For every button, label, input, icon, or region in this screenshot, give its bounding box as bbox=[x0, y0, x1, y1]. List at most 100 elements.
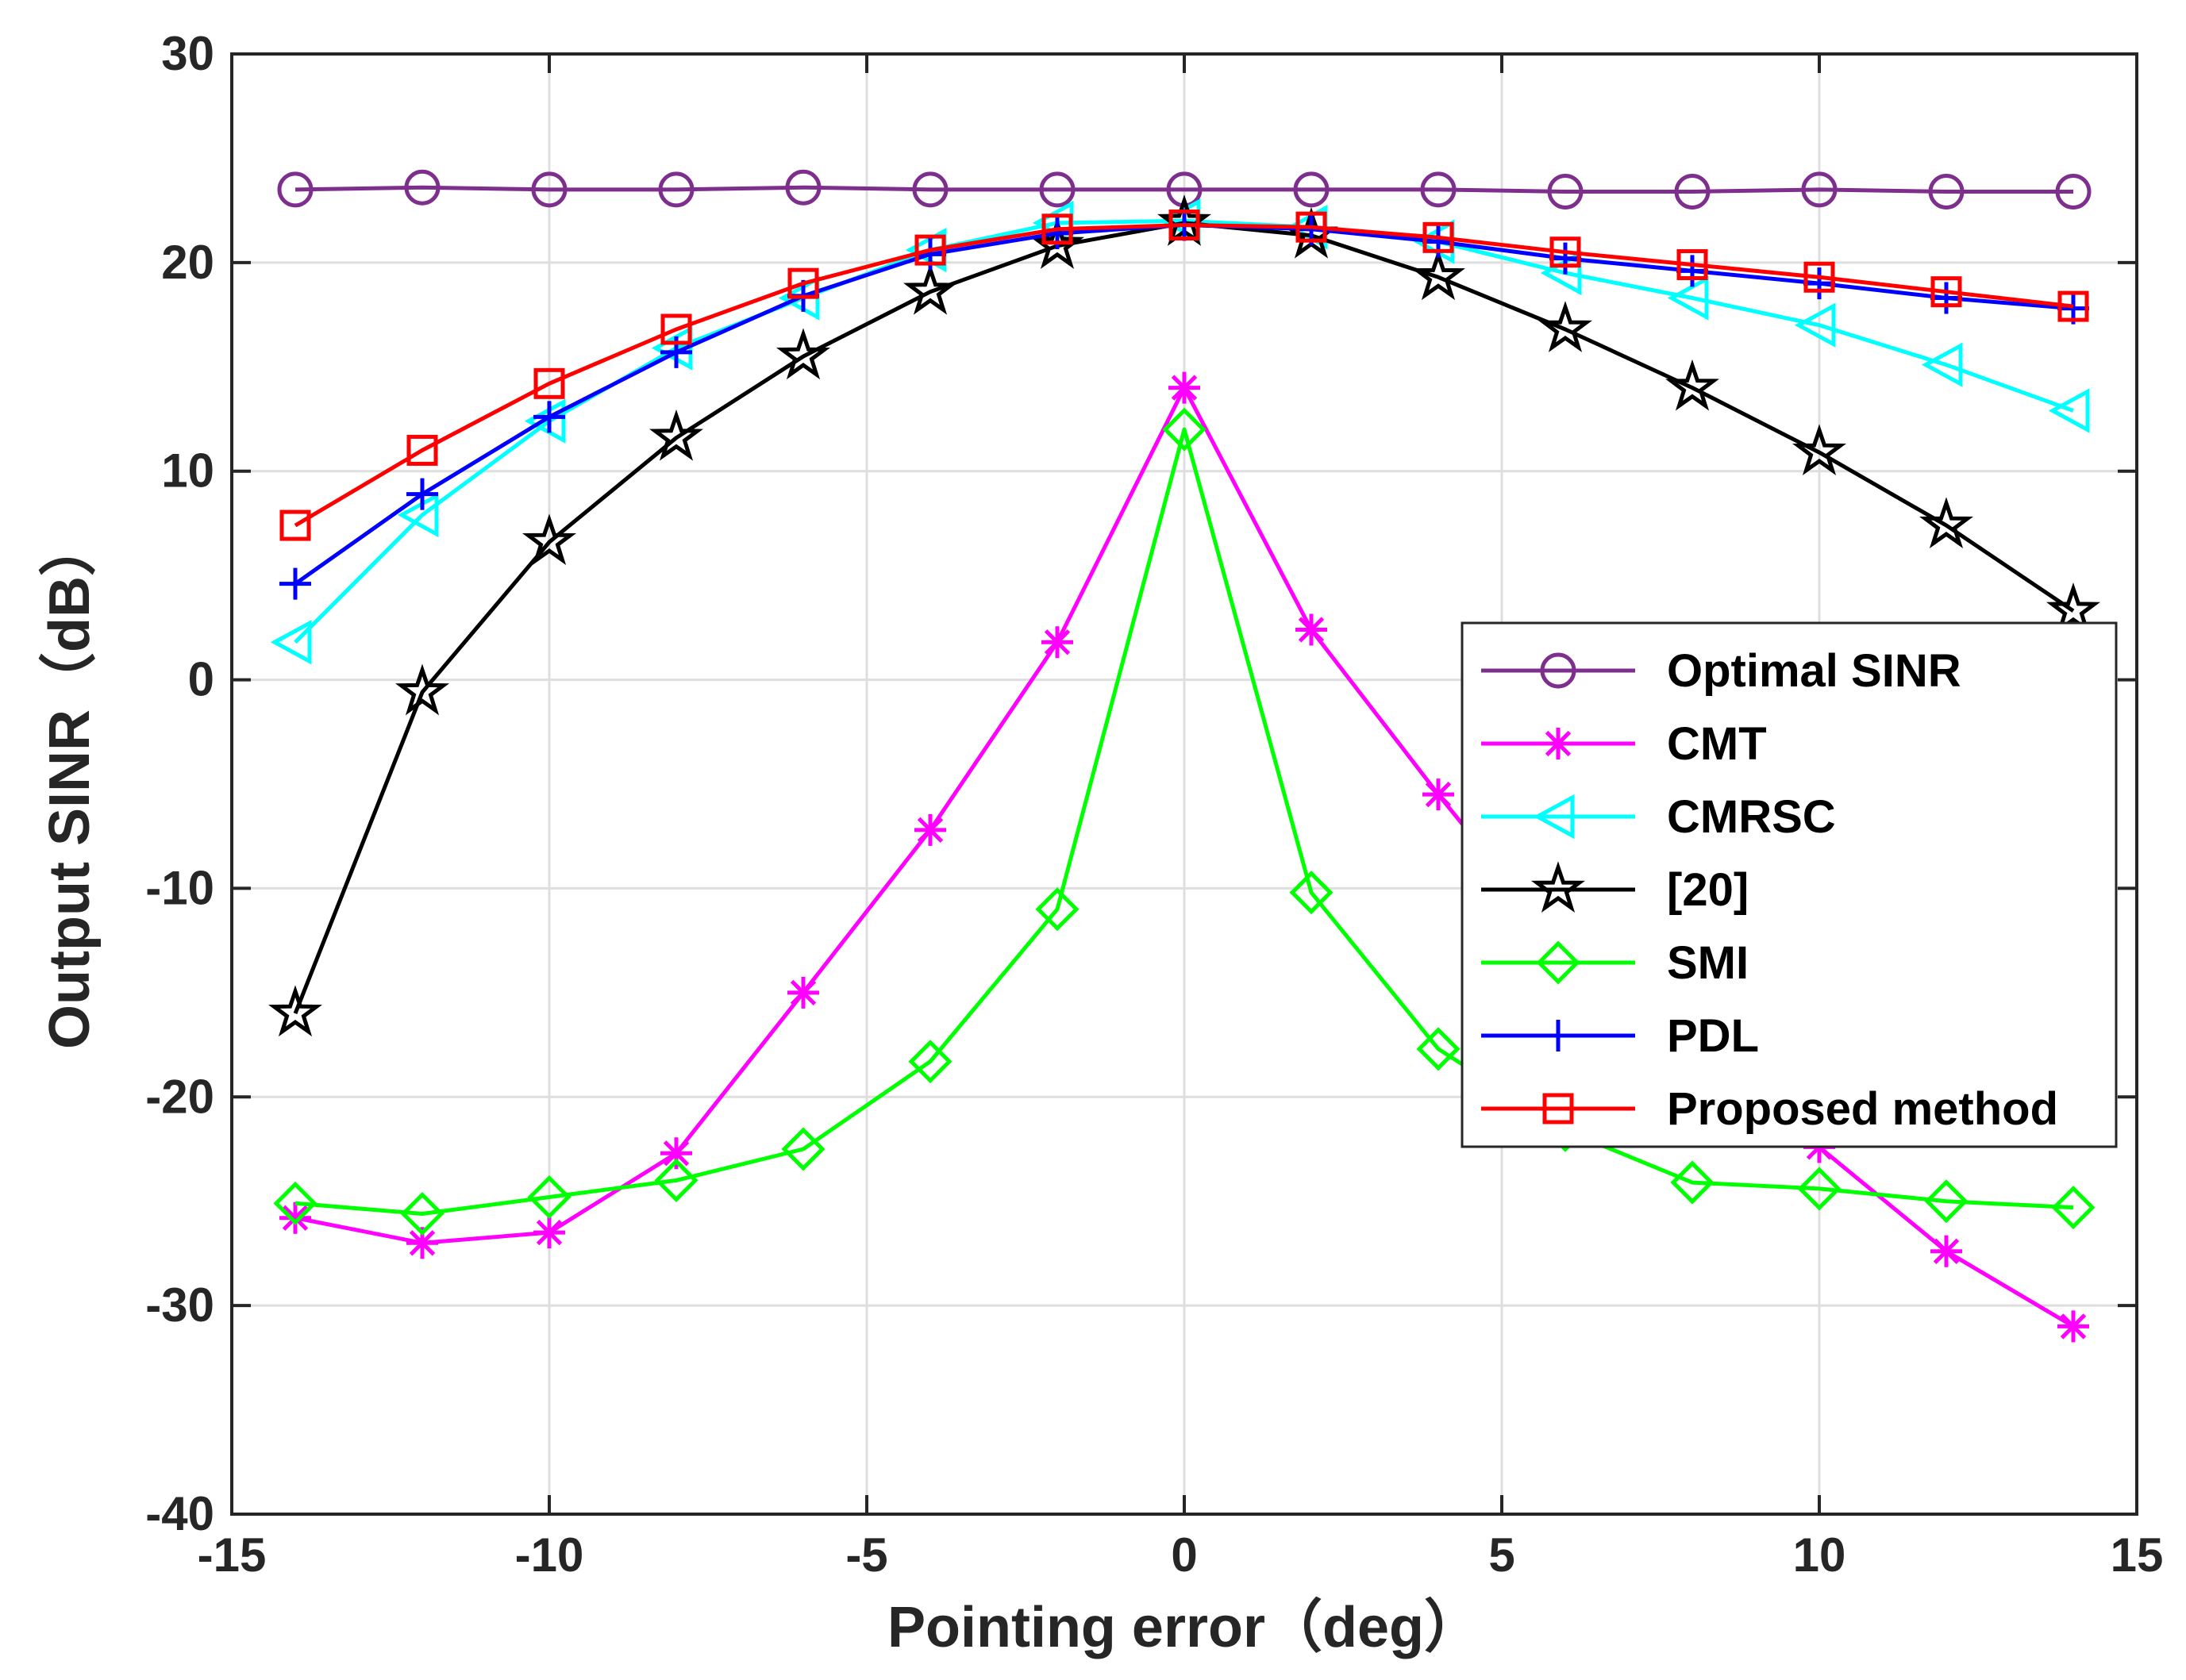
data-point-optimal-sinr bbox=[912, 171, 949, 208]
data-point-20 bbox=[1538, 301, 1592, 352]
data-point-20 bbox=[522, 513, 576, 565]
data-point-cmrsc bbox=[397, 492, 439, 538]
x-tick-label: 5 bbox=[1488, 1528, 1514, 1582]
data-point-20 bbox=[1665, 359, 1719, 411]
legend-marker-pdl bbox=[1542, 1020, 1574, 1051]
data-point-cmt bbox=[1930, 1235, 1962, 1267]
data-point-optimal-sinr bbox=[1420, 171, 1457, 208]
data-point-20 bbox=[1919, 497, 1973, 548]
data-point-smi bbox=[1035, 887, 1080, 932]
y-tick-label: -10 bbox=[145, 861, 214, 914]
data-point-cmt bbox=[1168, 371, 1200, 404]
legend-marker-smi bbox=[1536, 940, 1580, 985]
data-point-optimal-sinr bbox=[1293, 171, 1330, 208]
data-point-cmrsc bbox=[1667, 275, 1709, 321]
data-point-proposed-method bbox=[2057, 290, 2089, 322]
series-proposed-method bbox=[279, 210, 2089, 541]
legend-entry-20: [20] bbox=[1481, 861, 1749, 916]
data-point-20 bbox=[1030, 217, 1084, 269]
y-tick-label: -40 bbox=[145, 1487, 214, 1540]
data-point-20 bbox=[2046, 582, 2100, 634]
y-tick-label: -30 bbox=[145, 1278, 214, 1332]
data-point-20 bbox=[649, 409, 703, 461]
data-point-proposed-method bbox=[1803, 261, 1835, 293]
x-tick-label: 0 bbox=[1171, 1528, 1197, 1582]
axis-ticks: -15 -10 -5 0 5 10 15 -40 -30 -20 -10 0 10 20 30 bbox=[145, 27, 2163, 1582]
data-point-cmt bbox=[787, 976, 819, 1009]
legend-label-optimal-sinr: Optimal SINR bbox=[1667, 645, 1961, 697]
legend-marker-cmrsc bbox=[1533, 794, 1575, 840]
data-point-smi bbox=[654, 1158, 699, 1202]
y-tick-label: -20 bbox=[145, 1070, 214, 1123]
data-point-20 bbox=[903, 263, 957, 315]
data-point-optimal-sinr bbox=[1039, 171, 1076, 208]
data-point-proposed-method bbox=[1168, 210, 1200, 241]
legend-entry-smi: SMI bbox=[1481, 937, 1749, 989]
legend-label-cmt: CMT bbox=[1667, 718, 1767, 770]
legend-entry-optimal-sinr: Optimal SINR bbox=[1481, 645, 1961, 697]
data-point-pdl bbox=[1803, 267, 1835, 300]
data-point-optimal-sinr bbox=[785, 169, 822, 206]
data-point-cmt bbox=[1295, 613, 1327, 646]
data-point-proposed-method bbox=[1549, 236, 1581, 268]
data-point-cmt bbox=[1422, 778, 1454, 811]
data-point-proposed-method bbox=[1422, 221, 1454, 253]
data-point-proposed-method bbox=[1295, 211, 1327, 243]
x-axis-label: Pointing error（deg） bbox=[887, 1596, 1481, 1659]
x-tick-label: -10 bbox=[515, 1528, 584, 1582]
data-point-optimal-sinr bbox=[1801, 171, 1838, 208]
data-point-cmt bbox=[2057, 1310, 2089, 1343]
data-point-cmt bbox=[406, 1227, 438, 1259]
data-point-cmt bbox=[660, 1137, 692, 1170]
data-point-smi bbox=[400, 1191, 445, 1236]
series-line-proposed-method bbox=[294, 223, 2074, 528]
data-point-cmt bbox=[1041, 626, 1073, 659]
data-point-20 bbox=[1792, 424, 1846, 475]
series-layer bbox=[268, 169, 2100, 1343]
legend-label-proposed-method: Proposed method bbox=[1667, 1083, 2058, 1135]
data-point-proposed-method bbox=[279, 509, 311, 541]
data-point-optimal-sinr bbox=[1928, 173, 1965, 210]
data-point-20 bbox=[776, 328, 830, 380]
data-point-cmt bbox=[914, 813, 946, 846]
y-tick-label: 20 bbox=[161, 236, 214, 289]
legend-entry-cmrsc: CMRSC bbox=[1481, 791, 1836, 843]
data-point-optimal-sinr bbox=[1547, 173, 1584, 210]
data-point-20 bbox=[268, 985, 322, 1037]
data-point-smi bbox=[1797, 1167, 1842, 1211]
series-optimal-sinr bbox=[277, 169, 2092, 210]
data-point-proposed-method bbox=[914, 234, 946, 266]
data-point-cmrsc bbox=[1921, 342, 1963, 387]
data-point-pdl bbox=[533, 401, 565, 433]
data-point-proposed-method bbox=[533, 367, 565, 399]
data-point-cmrsc bbox=[1540, 250, 1582, 296]
x-tick-label: 10 bbox=[1793, 1528, 1846, 1582]
series-line-optimal-sinr bbox=[294, 185, 2073, 194]
legend-entry-proposed-method: Proposed method bbox=[1481, 1083, 2058, 1135]
data-point-cmrsc bbox=[524, 398, 566, 444]
legend-marker-optimal-sinr bbox=[1540, 652, 1576, 689]
data-point-pdl bbox=[1930, 282, 1962, 314]
data-point-smi bbox=[1670, 1160, 1715, 1205]
data-point-smi bbox=[1924, 1179, 1969, 1224]
data-point-optimal-sinr bbox=[1674, 173, 1711, 210]
y-axis-label: Output SINR（dB） bbox=[38, 519, 102, 1049]
x-tick-label: 15 bbox=[2111, 1528, 2164, 1582]
data-point-smi bbox=[781, 1127, 826, 1171]
data-point-proposed-method bbox=[406, 434, 438, 466]
data-point-optimal-sinr bbox=[658, 171, 695, 208]
data-point-smi bbox=[527, 1174, 572, 1219]
data-point-proposed-method bbox=[1676, 248, 1708, 280]
data-point-smi bbox=[1416, 1027, 1461, 1071]
legend-label-20: [20] bbox=[1667, 864, 1749, 916]
legend-marker-proposed-method bbox=[1542, 1093, 1574, 1124]
legend-box bbox=[1461, 621, 2118, 1148]
data-point-proposed-method bbox=[1930, 276, 1962, 308]
data-point-optimal-sinr bbox=[2055, 173, 2092, 210]
y-tick-label: 0 bbox=[188, 653, 214, 706]
x-tick-label: -5 bbox=[845, 1528, 887, 1582]
data-point-cmrsc bbox=[270, 620, 312, 665]
data-point-proposed-method bbox=[1041, 213, 1073, 245]
